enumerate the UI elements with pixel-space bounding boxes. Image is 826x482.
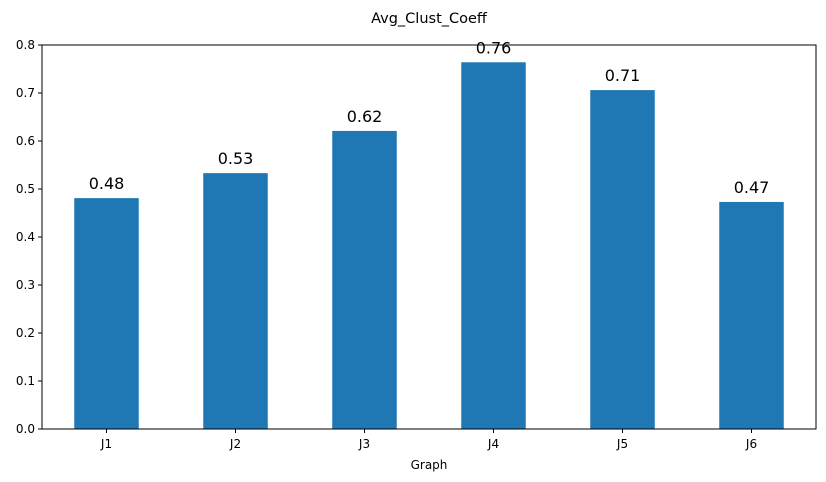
data-label-J2: 0.53 [218,149,254,168]
plot-frame [41,44,817,430]
x-tick-label-J6: J6 [745,437,757,451]
y-tick-label-6: 0.6 [16,134,35,148]
y-tick-label-8: 0.8 [16,38,35,52]
x-tick-label-J3: J3 [358,437,370,451]
bar-J5 [590,90,655,430]
y-tick-label-3: 0.3 [16,278,35,292]
x-tick-label-J1: J1 [100,437,112,451]
x-tick-label-J5: J5 [616,437,628,451]
y-tick-label-7: 0.7 [16,86,35,100]
bars-group [74,62,784,430]
y-tick-label-4: 0.4 [16,230,35,244]
data-label-J3: 0.62 [347,107,383,126]
y-axis: 0.0 0.1 0.2 0.3 0.4 0.5 0.6 0.7 0.8 [16,38,42,436]
x-axis: J1 J2 J3 J4 J5 J6 [100,429,757,451]
chart-title: Avg_Clust_Coeff [371,11,488,27]
x-tick-label-J4: J4 [487,437,499,451]
y-tick-label-0: 0.0 [16,422,35,436]
y-tick-label-2: 0.2 [16,326,35,340]
bar-J3 [332,130,397,430]
data-labels-group: 0.48 0.53 0.62 0.76 0.71 0.47 [89,38,770,197]
bar-J4 [461,62,526,429]
data-label-J5: 0.71 [605,66,641,85]
x-axis-label: Graph [411,458,448,472]
data-label-J6: 0.47 [734,178,770,197]
bar-J6 [719,201,784,429]
data-label-J1: 0.48 [89,174,125,193]
y-tick-label-1: 0.1 [16,374,35,388]
bar-J2 [203,173,268,429]
y-tick-label-5: 0.5 [16,182,35,196]
bar-J1 [74,198,139,429]
x-tick-label-J2: J2 [229,437,241,451]
data-label-J4: 0.76 [476,38,512,57]
